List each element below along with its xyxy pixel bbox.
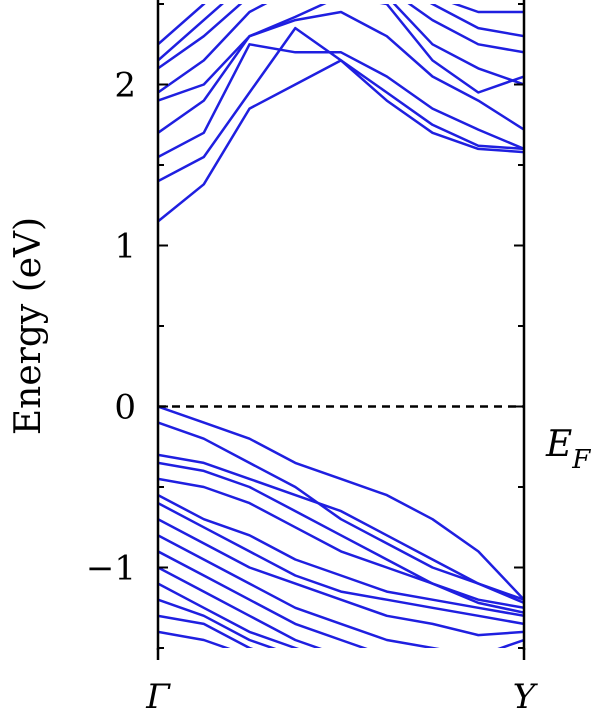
band-line-9 xyxy=(158,4,524,46)
band-line-12 xyxy=(158,453,524,605)
x-tick-label: Γ xyxy=(145,677,171,717)
band-line-13 xyxy=(158,461,524,610)
band-line-8 xyxy=(158,4,524,62)
band-line-23 xyxy=(158,614,254,648)
band-line-24 xyxy=(158,630,231,648)
fermi-level-label: EF xyxy=(545,424,591,475)
band-line-16 xyxy=(158,501,524,626)
fermi-level-label-main: E xyxy=(545,424,572,465)
band-line-14 xyxy=(158,477,524,614)
y-axis-label: Energy (eV) xyxy=(8,217,49,435)
y-tick-label: 1 xyxy=(114,227,136,267)
band-line-19 xyxy=(158,550,368,648)
band-line-10 xyxy=(158,405,524,601)
band-line-15 xyxy=(158,493,524,618)
band-lines xyxy=(158,4,524,648)
band-line-6 xyxy=(158,4,524,94)
band-line-20 xyxy=(158,566,322,648)
band-line-7 xyxy=(158,4,524,70)
band-line-18 xyxy=(158,534,524,648)
y-ticks: −1 0 1 2 xyxy=(86,3,524,649)
band-line-11 xyxy=(158,421,524,601)
band-line-21 xyxy=(158,582,300,648)
x-tick-label: Y xyxy=(513,677,539,717)
fermi-level-label-sub: F xyxy=(571,445,591,475)
band-line-17 xyxy=(158,518,524,637)
band-line-2 xyxy=(158,26,524,183)
y-tick-label: 0 xyxy=(114,388,136,428)
band-line-4 xyxy=(158,10,524,134)
y-tick-label: 2 xyxy=(114,66,136,106)
band-line-22 xyxy=(158,598,277,648)
band-line-3 xyxy=(158,43,524,159)
y-tick-label: −1 xyxy=(86,549,136,589)
band-line-5 xyxy=(158,4,524,102)
